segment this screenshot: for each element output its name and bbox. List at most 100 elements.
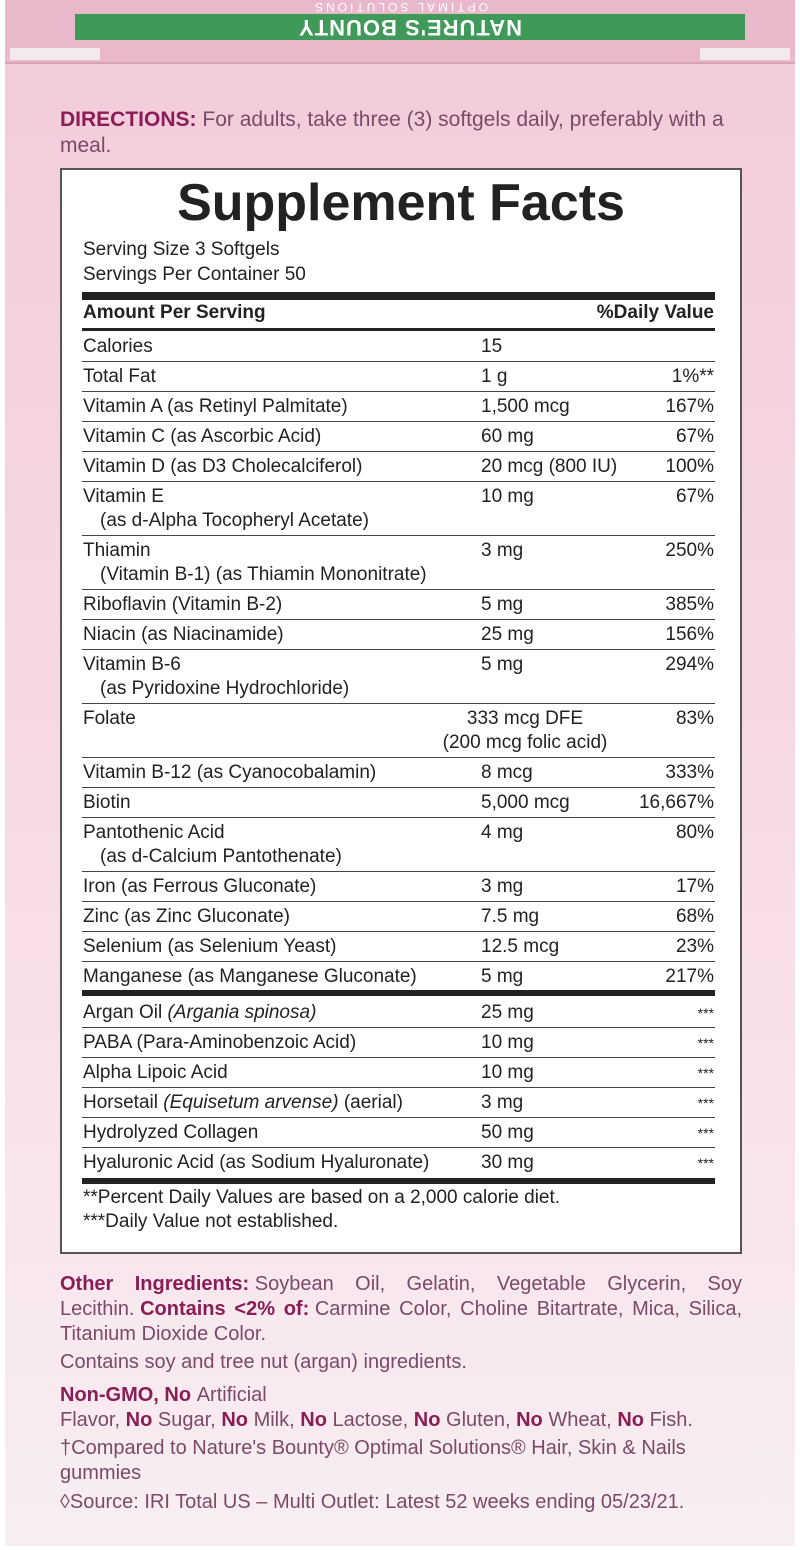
nutrient-name: Argan Oil (Argania spinosa): [83, 1001, 316, 1025]
nutrient-name: Alpha Lipoic Acid: [83, 1062, 228, 1083]
nutrient-name: Calories: [83, 336, 153, 357]
header-amount: Amount Per Serving: [83, 302, 266, 323]
daily-value: 16,667%: [638, 792, 714, 813]
amount: 1 g: [481, 366, 508, 387]
row-rule: [82, 361, 715, 362]
text: Fish.: [649, 1409, 693, 1431]
row-rule: [82, 1087, 715, 1088]
nutrient-name: Folate: [83, 708, 136, 729]
bold-text: Contains <2% of:: [140, 1298, 310, 1320]
bold-text: Other Ingredients:: [60, 1273, 250, 1295]
row-rule: [82, 961, 715, 962]
amount: 3 mg: [481, 876, 524, 897]
nutrient-name: Vitamin C (as Ascorbic Acid): [83, 426, 322, 447]
nutrient-name: Zinc (as Zinc Gluconate): [83, 906, 290, 927]
row-rule: [82, 451, 715, 452]
row-rule: [82, 1117, 715, 1118]
text: Lactose,: [332, 1409, 409, 1431]
text: Milk,: [253, 1409, 295, 1431]
row-rule: [82, 931, 715, 932]
bold-text: No: [300, 1409, 327, 1431]
amount: 3 mg: [481, 1092, 524, 1113]
amount: 7.5 mg: [481, 906, 540, 927]
daily-value: 80%: [675, 822, 714, 843]
row-rule: [82, 703, 715, 704]
daily-value: 17%: [675, 876, 714, 897]
amount: 10 mg: [481, 486, 534, 507]
daily-value: 167%: [665, 396, 714, 417]
rule: [82, 328, 715, 331]
nutrient-name: Iron (as Ferrous Gluconate): [83, 876, 317, 897]
text: Artificial Flavor,: [60, 1384, 267, 1431]
row-rule: [82, 1027, 715, 1028]
nutrient-name: Vitamin B-12 (as Cyanocobalamin): [83, 762, 377, 783]
banner-subtitle: OPTIMAL SOLUTIONS: [312, 0, 488, 14]
daily-value: ***: [697, 1035, 714, 1051]
row-rule: [82, 901, 715, 902]
nutrient-name: Manganese (as Manganese Gluconate): [83, 966, 417, 987]
nutrient-name: Pantothenic Acid: [83, 822, 225, 843]
daily-value: ***: [697, 1005, 714, 1021]
thick-rule: [82, 1178, 715, 1184]
daily-value: ***: [697, 1155, 714, 1171]
amount: 20 mcg (800 IU): [481, 456, 618, 477]
amount: 12.5 mcg: [481, 936, 560, 957]
latin-name: (Argania spinosa): [167, 1002, 317, 1023]
nutrient-name: Biotin: [83, 792, 131, 813]
footnote: ***Daily Value not established.: [83, 1211, 339, 1232]
nutrient-name: Vitamin A (as Retinyl Palmitate): [83, 396, 348, 417]
row-rule: [82, 787, 715, 788]
amount: 5 mg: [481, 654, 524, 675]
bold-text: No: [617, 1409, 644, 1431]
amount: 10 mg: [481, 1032, 534, 1053]
daily-value: 156%: [665, 624, 714, 645]
flap-edge: [10, 48, 100, 60]
nutrient-name: Thiamin: [83, 540, 151, 561]
daily-value: 67%: [675, 486, 714, 507]
daily-value: ***: [697, 1095, 714, 1111]
directions-text: For adults, take three (3) softgels dail…: [60, 108, 724, 157]
nutrient-source: (as d-Alpha Tocopheryl Acetate): [100, 510, 369, 531]
latin-name: (Equisetum arvense): [163, 1092, 339, 1113]
row-rule: [82, 535, 715, 536]
nutrient-name: Riboflavin (Vitamin B-2): [83, 594, 283, 615]
thick-rule: [82, 292, 715, 300]
facts-title: Supplement Facts: [177, 174, 625, 232]
daily-value: 67%: [675, 426, 714, 447]
daily-value: 1%**: [671, 366, 714, 387]
amount: 1,500 mcg: [481, 396, 570, 417]
bold-text: No: [125, 1409, 153, 1431]
amount: 60 mg: [481, 426, 534, 447]
daily-value: 217%: [665, 966, 714, 987]
bold-text: No: [221, 1409, 248, 1431]
daily-value: 23%: [675, 936, 714, 957]
daily-value: ***: [697, 1065, 714, 1081]
other-ingredients: Other Ingredients: Soybean Oil, Gelatin, …: [60, 1272, 742, 1347]
directions: DIRECTIONS: For adults, take three (3) so…: [60, 107, 742, 159]
amount: 8 mcg: [481, 762, 533, 783]
nutrient-name: Selenium (as Selenium Yeast): [83, 936, 337, 957]
header-dv: %Daily Value: [596, 302, 714, 323]
bold-text: No: [516, 1409, 543, 1431]
row-rule: [82, 481, 715, 482]
amount: 5 mg: [481, 594, 524, 615]
nutrient-name: Total Fat: [83, 366, 156, 387]
row-rule: [82, 421, 715, 422]
bold-text: Non-GMO, No: [60, 1384, 192, 1406]
nutrient-name-text: Horsetail: [83, 1092, 158, 1113]
nutrient-source: (as d-Calcium Pantothenate): [100, 846, 342, 867]
directions-label: DIRECTIONS:: [60, 108, 197, 131]
flap-edge: [700, 48, 790, 60]
amount: 15: [481, 336, 503, 357]
row-rule: [82, 391, 715, 392]
footnote: **Percent Daily Values are based on a 2,…: [83, 1187, 561, 1208]
bold-text: No: [413, 1409, 441, 1431]
amount: 3 mg: [481, 540, 524, 561]
daily-value: 333%: [665, 762, 714, 783]
text: Wheat,: [548, 1409, 612, 1431]
daily-value: 294%: [665, 654, 714, 675]
nutrient-source: (Vitamin B-1) (as Thiamin Mononitrate): [100, 564, 427, 585]
row-rule: [82, 619, 715, 620]
serving-size: Serving Size 3 Softgels: [83, 239, 280, 260]
